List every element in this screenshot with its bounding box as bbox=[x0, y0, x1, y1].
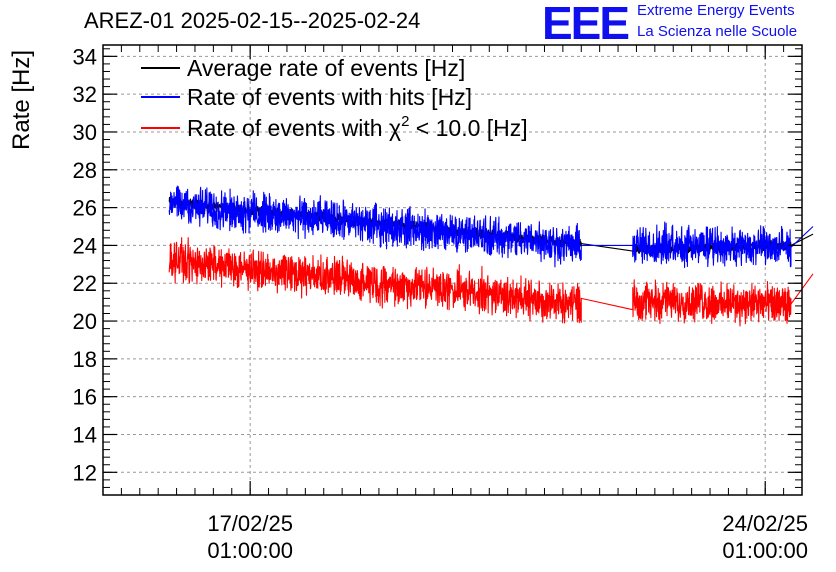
x-tick-time-label: 01:00:00 bbox=[722, 538, 808, 563]
eee-logo: EEE bbox=[542, 0, 630, 49]
y-tick-label: 28 bbox=[73, 158, 97, 183]
legend-label-3: Rate of events with χ2 < 10.0 [Hz] bbox=[187, 113, 528, 141]
series-line-2 bbox=[168, 185, 814, 269]
x-tick-time-label: 01:00:00 bbox=[207, 538, 293, 563]
y-tick-label: 32 bbox=[73, 82, 97, 107]
y-tick-label: 30 bbox=[73, 120, 97, 145]
series-line-3 bbox=[168, 237, 814, 327]
x-tick-date-label: 17/02/25 bbox=[207, 511, 293, 536]
y-tick-label: 24 bbox=[73, 233, 97, 258]
chart-title: AREZ-01 2025-02-15--2025-02-24 bbox=[84, 8, 421, 33]
y-tick-label: 12 bbox=[73, 460, 97, 485]
y-tick-label: 18 bbox=[73, 347, 97, 372]
y-axis: 12 14 16 18 20 22 24 26 28 30 32 34 bbox=[73, 44, 802, 496]
y-tick-label: 22 bbox=[73, 271, 97, 296]
y-axis-label: Rate [Hz] bbox=[8, 50, 35, 150]
y-tick-label: 16 bbox=[73, 385, 97, 410]
logo-line-2: La Scienza nelle Scuole bbox=[637, 23, 798, 40]
legend-label-1: Average rate of events [Hz] bbox=[187, 55, 465, 81]
legend-label-2: Rate of events with hits [Hz] bbox=[187, 84, 472, 110]
legend: Average rate of events [Hz] Rate of event… bbox=[141, 55, 528, 141]
logo-line-1: Extreme Energy Events bbox=[637, 2, 795, 19]
x-tick-date-label: 24/02/25 bbox=[722, 511, 808, 536]
y-tick-label: 20 bbox=[73, 309, 97, 334]
y-tick-label: 34 bbox=[73, 44, 97, 69]
y-tick-label: 26 bbox=[73, 196, 97, 221]
series-layer bbox=[168, 185, 814, 327]
y-tick-label: 14 bbox=[73, 422, 97, 447]
